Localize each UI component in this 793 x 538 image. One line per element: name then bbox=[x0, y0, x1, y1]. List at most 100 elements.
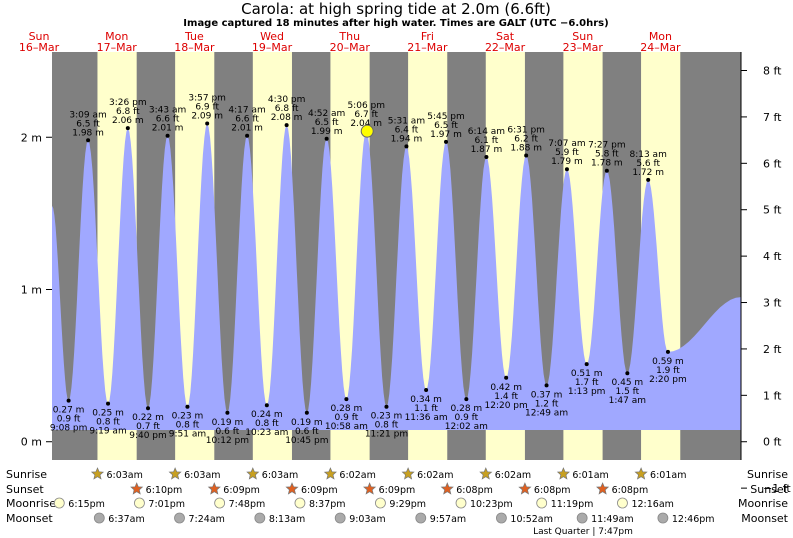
tide-time-label: 1:47 am bbox=[609, 396, 646, 406]
tide-curve bbox=[52, 123, 741, 430]
tide-point bbox=[165, 133, 170, 138]
tide-point bbox=[324, 136, 329, 141]
sunset-time: 6:08pm bbox=[534, 485, 571, 496]
sunrise-time: 6:02am bbox=[417, 470, 453, 481]
tide-meters-label: 2.01 m bbox=[152, 124, 184, 134]
moonrise-icon bbox=[617, 497, 628, 509]
tide-point bbox=[66, 398, 71, 403]
tide-time-label: 9:40 pm bbox=[129, 431, 167, 441]
tide-feet-label: 6.4 ft bbox=[395, 125, 419, 135]
tide-meters-label: 0.24 m bbox=[251, 410, 283, 420]
sunrise-icon bbox=[401, 467, 415, 480]
tide-meters-label: 1.88 m bbox=[510, 144, 542, 154]
moonrise-time: 9:29pm bbox=[389, 499, 426, 510]
tide-time-label: 9:19 am bbox=[89, 427, 126, 437]
tide-point bbox=[304, 410, 309, 415]
sunrise-row-label-right: Sunrise bbox=[747, 468, 788, 481]
right-axis-label: 8 ft bbox=[763, 65, 782, 78]
tide-meters-label: 0.19 m bbox=[291, 418, 323, 428]
sunset-icon bbox=[207, 482, 221, 495]
tide-feet-label: 6.5 ft bbox=[434, 121, 458, 131]
tide-point bbox=[504, 375, 509, 380]
tide-meters-label: 0.59 m bbox=[652, 357, 684, 367]
tide-time-label: 1:13 pm bbox=[568, 387, 606, 397]
tide-meters-label: 0.28 m bbox=[451, 404, 483, 414]
moonrise-icon bbox=[53, 497, 65, 509]
tide-feet-label: 0.8 ft bbox=[375, 421, 399, 431]
tide-time-label: 9:08 pm bbox=[50, 424, 88, 434]
tide-feet-label: 0.8 ft bbox=[255, 419, 279, 429]
tide-point bbox=[524, 153, 529, 158]
moonset-icon bbox=[576, 512, 588, 524]
moonrise-time: 6:15pm bbox=[68, 499, 105, 510]
axes: 0 m 1 m 2 m −1 ft 0 ft 1 ft 2 ft 3 ft 4 ft 5 ft 6 … bbox=[21, 52, 791, 495]
sunset-icon bbox=[596, 482, 610, 495]
moon-phase-note: Last Quarter | 7:47pm bbox=[533, 527, 633, 537]
moonrise-time: 10:23pm bbox=[470, 499, 513, 510]
day-date-label: 22–Mar bbox=[485, 41, 526, 54]
chart-title: Carola: at high spring tide at 2.0m (6.6… bbox=[241, 0, 551, 18]
sunset-time: 6:08pm bbox=[612, 485, 649, 496]
sunset-icon bbox=[363, 482, 377, 495]
tide-feet-label: 1.4 ft bbox=[494, 392, 518, 402]
tide-meters-label: 0.34 m bbox=[410, 395, 442, 405]
tide-feet-label: 6.8 ft bbox=[275, 104, 299, 114]
day-labels: Sun16–MarMon17–MarTue18–MarWed19–MarThu2… bbox=[19, 30, 681, 54]
tide-point bbox=[646, 177, 651, 182]
sunset-icon bbox=[440, 482, 454, 495]
tide-meters-label: 0.45 m bbox=[612, 378, 644, 388]
left-axis-label: 0 m bbox=[21, 436, 42, 449]
tide-feet-label: 6.9 ft bbox=[195, 103, 219, 113]
tide-point bbox=[284, 123, 289, 128]
tide-meters-label: 2.04 m bbox=[350, 119, 382, 129]
moonrise-icon bbox=[536, 497, 548, 509]
tide-meters-label: 0.51 m bbox=[571, 369, 603, 379]
tide-time-label: 7:27 pm bbox=[588, 141, 626, 151]
sunrise-icon bbox=[556, 467, 570, 480]
moonset-icon bbox=[334, 512, 346, 524]
tide-meters-label: 2.09 m bbox=[191, 112, 223, 122]
sunset-icon bbox=[518, 482, 532, 495]
tide-meters-label: 0.22 m bbox=[132, 413, 164, 423]
tide-meters-label: 0.27 m bbox=[53, 406, 85, 416]
moonset-time: 11:49am bbox=[591, 514, 633, 525]
tide-time-label: 2:20 pm bbox=[649, 375, 687, 385]
tide-meters-label: 0.25 m bbox=[92, 409, 124, 419]
moonrise-time: 11:19pm bbox=[551, 499, 594, 510]
tide-point bbox=[344, 397, 349, 402]
moonset-time: 10:52am bbox=[510, 514, 552, 525]
tide-feet-label: 0.7 ft bbox=[136, 422, 160, 432]
tide-time-label: 11:36 am bbox=[405, 413, 448, 423]
tide-time-label: 5:45 pm bbox=[427, 112, 465, 122]
moonset-icon bbox=[415, 512, 427, 524]
tide-point bbox=[424, 387, 429, 392]
tide-meters-label: 2.06 m bbox=[112, 116, 144, 126]
tide-point bbox=[185, 404, 190, 409]
sunrise-icon bbox=[634, 467, 648, 480]
tide-feet-label: 1.9 ft bbox=[656, 366, 680, 376]
tide-time-label: 3:09 am bbox=[69, 110, 106, 120]
moonrise-time: 8:37pm bbox=[309, 499, 346, 510]
sunrise-row-label-left: Sunrise bbox=[6, 468, 47, 481]
sunset-time: 6:09pm bbox=[223, 485, 260, 496]
sunset-time: 6:10pm bbox=[146, 485, 183, 496]
tide-time-label: 7:07 am bbox=[548, 139, 585, 149]
water-area bbox=[52, 123, 741, 430]
tide-labels: 0.27 m0.9 ft9:08 pm3:09 am6.5 ft1.98 m0.… bbox=[50, 94, 687, 446]
right-axis-label: 7 ft bbox=[763, 111, 782, 124]
tide-meters-label: 0.23 m bbox=[371, 412, 403, 422]
tide-point bbox=[625, 371, 630, 376]
moonset-time: 9:03am bbox=[349, 514, 385, 525]
tide-point bbox=[264, 403, 269, 408]
tide-feet-label: 0.6 ft bbox=[295, 427, 319, 437]
tide-point bbox=[444, 139, 449, 144]
tide-meters-label: 2.01 m bbox=[231, 124, 263, 134]
tide-time-label: 4:17 am bbox=[228, 106, 265, 116]
tide-feet-label: 0.8 ft bbox=[96, 418, 120, 428]
sunrise-icon bbox=[323, 467, 337, 480]
moonset-time: 12:46pm bbox=[672, 514, 715, 525]
tide-feet-label: 1.1 ft bbox=[414, 404, 438, 414]
sunset-time: 6:08pm bbox=[456, 485, 493, 496]
sunrise-time: 6:02am bbox=[495, 470, 531, 481]
